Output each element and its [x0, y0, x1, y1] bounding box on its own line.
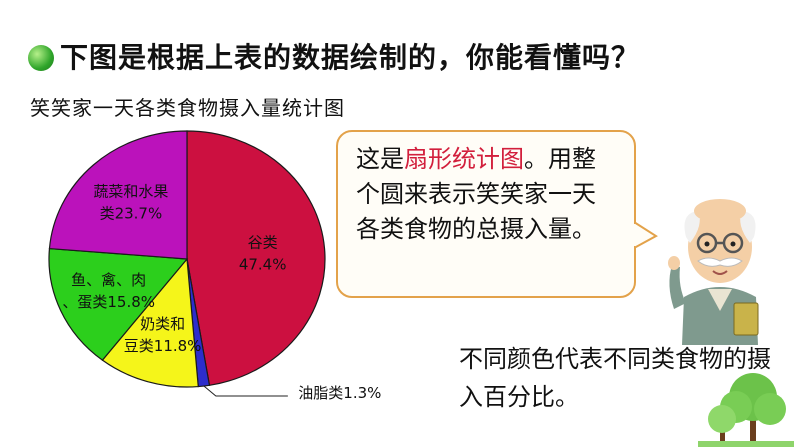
speech-bubble-text: 这是扇形统计图。用整个圆来表示笑笑家一天各类食物的总摄入量。	[356, 142, 618, 247]
pie-label-meat-egg-line2: 、蛋类15.8%	[62, 293, 155, 311]
tree-icon	[698, 373, 794, 447]
bubble-highlight: 扇形统计图	[404, 145, 524, 173]
pie-label-oil: 油脂类1.3%	[298, 384, 381, 402]
bubble-prefix: 这是	[356, 145, 404, 173]
pie-label-dairy-beans-line2: 豆类11.8%	[124, 337, 202, 355]
pie-slice-grain	[186, 130, 326, 386]
page-heading: 下图是根据上表的数据绘制的，你能看懂吗？	[28, 38, 728, 78]
old-teacher-illustration	[668, 199, 759, 345]
speech-bubble-tail	[634, 222, 658, 250]
pie-label-grain-line2: 47.4%	[239, 255, 287, 273]
speech-bubble: 这是扇形统计图。用整个圆来表示笑笑家一天各类食物的总摄入量。	[336, 130, 658, 302]
bullet-dot-icon	[28, 45, 54, 71]
bubble-suffix: 。	[524, 145, 548, 173]
chart-title: 笑笑家一天各类食物摄入量统计图	[30, 96, 345, 120]
pie-label-vegetable-fruit-line2: 类23.7%	[100, 205, 163, 223]
footnote: 不同颜色代表不同类食物的摄入百分比。	[459, 345, 771, 411]
heading-text: 下图是根据上表的数据绘制的，你能看懂吗？	[60, 41, 641, 74]
pie-label-vegetable-fruit-line1: 蔬菜和水果	[93, 183, 168, 201]
pie-slice-dairy-beans	[101, 257, 199, 388]
pie-leader-line-oil	[203, 385, 288, 397]
pie-slice-meat-egg	[48, 247, 189, 361]
pie-label-grain-line1: 谷类	[248, 233, 278, 251]
pie-label-dairy-beans-line1: 奶类和	[140, 315, 185, 333]
speech-bubble-box	[336, 130, 636, 298]
bubble-body: 用整个圆来表示笑笑家一天各类食物的总摄入量。	[356, 145, 596, 243]
pie-slice-vegetable-fruit	[48, 130, 188, 260]
pie-label-meat-egg-line1: 鱼、禽、肉	[71, 271, 146, 289]
